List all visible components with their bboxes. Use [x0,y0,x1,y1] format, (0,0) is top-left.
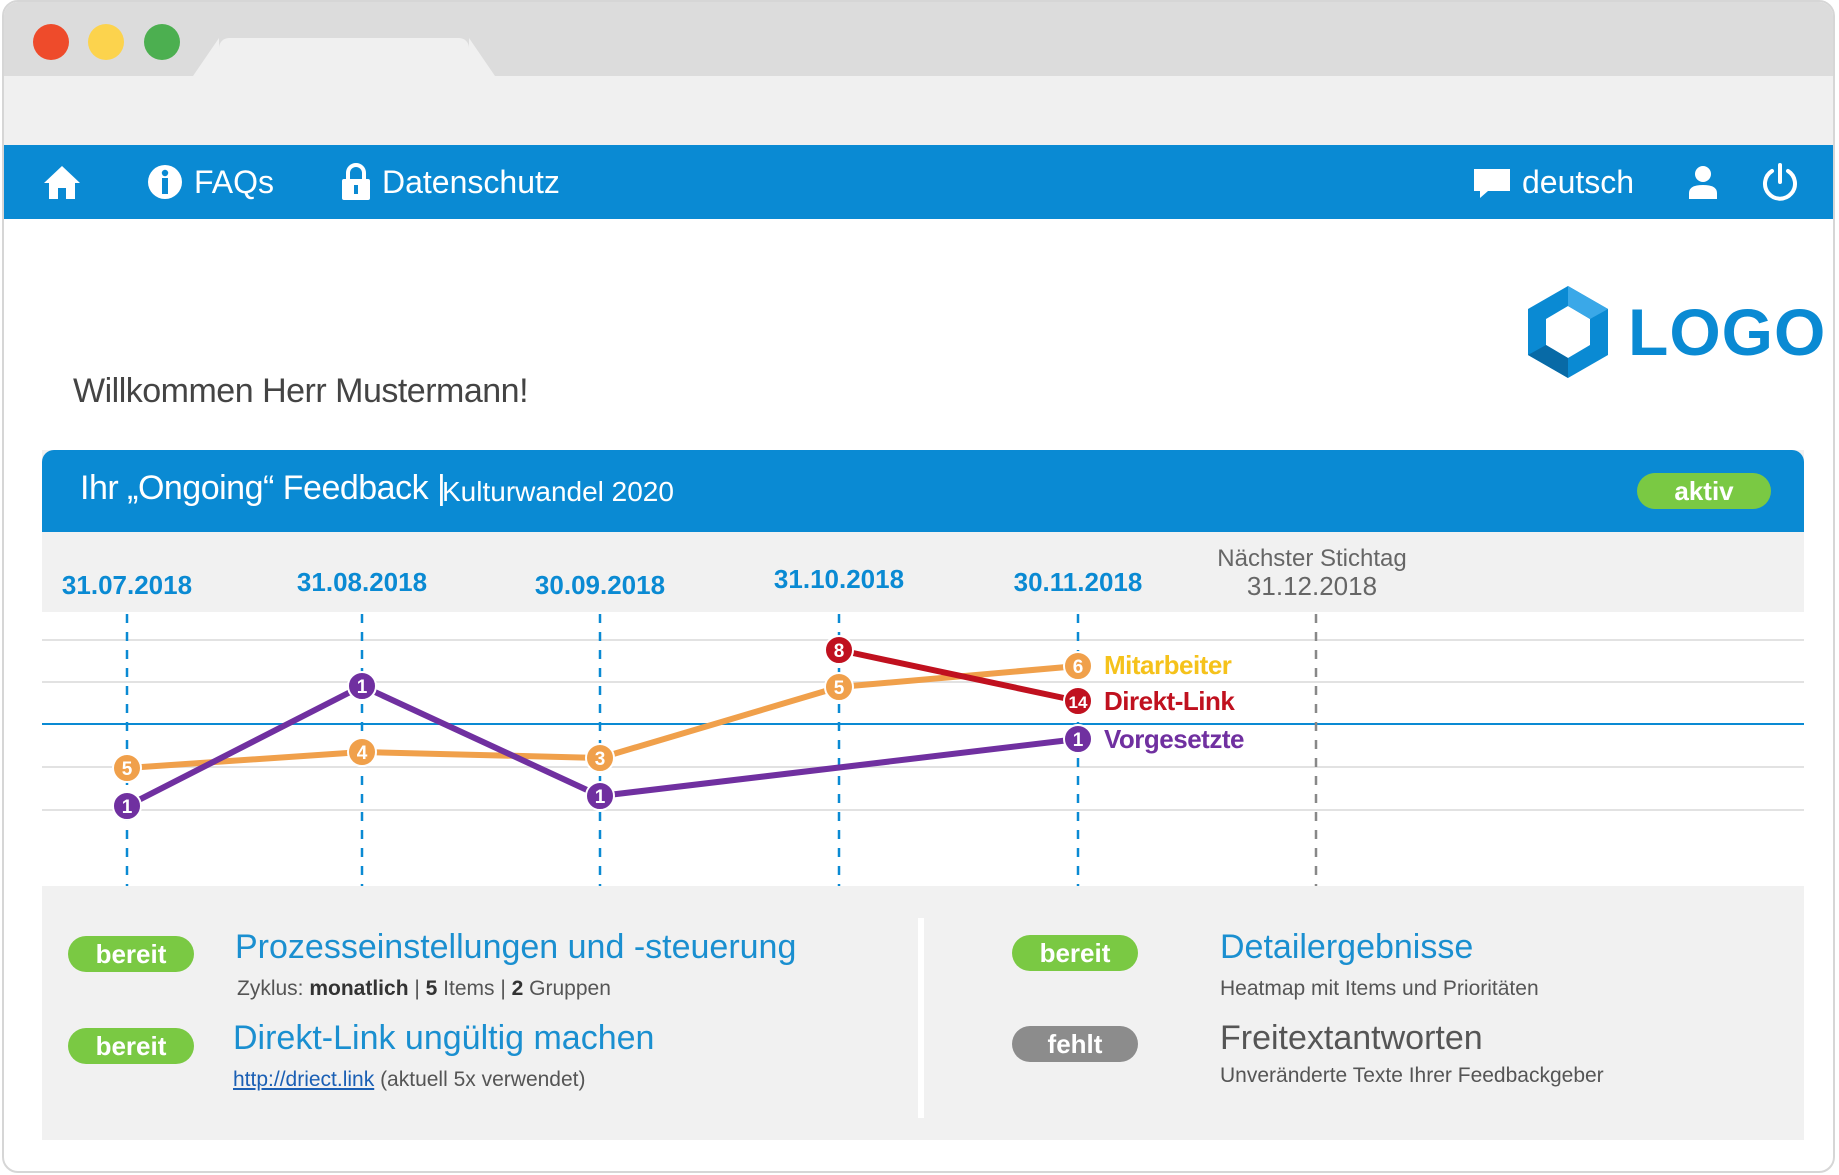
chart-point-value: 1 [122,797,133,818]
status-badge-bereit: bereit [68,1028,194,1064]
chart-point-direkt-link [1063,686,1093,716]
free-text-answers-description: Unveränderte Texte Ihrer Feedbackgeber [1220,1064,1604,1087]
chart-point-value: 1 [357,677,368,698]
direct-link-usage: (aktuell 5x verwendet) [374,1068,586,1091]
status-badge-aktiv: aktiv [1637,473,1771,509]
user-icon [1689,166,1717,199]
chart-date-label: 31.08.2018 [297,567,427,597]
items-count: 5 [425,977,438,1000]
chart-date-label: 30.09.2018 [535,570,665,600]
feedback-timeline-chart: 31.07.2018 31.08.2018 30.09.2018 31.10.2018… [42,532,1804,886]
browser-chrome [4,2,1833,145]
info-icon [148,165,182,199]
separator: | [408,977,426,1000]
feedback-card-header: Ihr „Ongoing“ Feedback | Kulturwandel 20… [42,450,1804,532]
chart-next-deadline-date: 31.12.2018 [1247,571,1377,601]
language-selector[interactable]: deutsch [1472,145,1634,219]
groups-label: Gruppen [523,977,611,1000]
groups-count: 2 [511,977,524,1000]
task-panel: bereit Prozesseinstellungen und -steueru… [42,886,1804,1140]
chart-point-mitarbeiter [347,737,377,767]
window-maximize-button[interactable] [144,24,180,60]
hexagon-logo-icon [1528,286,1608,378]
chart-point-value: 3 [595,749,606,770]
logo-text: LOGO [1628,295,1827,369]
direct-link-details: http://driect.link (aktuell 5x verwendet… [233,1068,586,1092]
chart-point-vorgesetzte [585,781,615,811]
status-badge-bereit: bereit [68,936,194,972]
window-close-button[interactable] [33,24,69,60]
privacy-link[interactable]: Datenschutz [340,145,560,219]
chart-point-vorgesetzte [347,671,377,701]
chart-series-line-vorgesetzte [125,683,1079,809]
chart-series-label: Mitarbeiter [1104,650,1232,680]
cycle-value: monatlich [309,977,409,1000]
home-icon [44,166,80,199]
faq-label: FAQs [194,163,275,200]
detailed-results-link[interactable]: Detailergebnisse [1220,928,1474,966]
browser-tab[interactable] [193,38,495,76]
process-settings-details: Zyklus: monatlich | 5 Items | 2 Gruppen [237,977,611,1001]
chart-point-mitarbeiter [585,743,615,773]
chart-point-value: 1 [1073,730,1084,751]
chart-point-mitarbeiter [824,672,854,702]
feedback-card-subtitle: Kulturwandel 2020 [442,476,674,507]
items-label: Items | [437,977,512,1000]
chart-series-label: Direkt-Link [1104,686,1235,716]
language-label: deutsch [1522,163,1635,200]
chart-series-label: Vorgesetzte [1104,724,1244,754]
lock-icon [342,163,370,200]
chart-point-value: 1 [595,787,606,808]
free-text-answers-title: Freitextantworten [1220,1019,1483,1057]
chart-point-vorgesetzte [112,791,142,821]
chart-point-vorgesetzte [1063,724,1093,754]
welcome-message: Willkommen Herr Mustermann! [73,372,529,410]
chart-point-direkt-link [824,635,854,665]
chart-point-mitarbeiter [1063,651,1093,681]
process-settings-link[interactable]: Prozesseinstellungen und -steuerung [235,928,797,966]
direct-link-url[interactable]: http://driect.link [233,1068,375,1091]
chart-point-value: 5 [122,759,133,780]
chart-next-deadline-label: Nächster Stichtag [1217,545,1406,572]
privacy-label: Datenschutz [382,163,560,200]
chart-svg: 31.07.2018 31.08.2018 30.09.2018 31.10.2018… [42,545,1804,886]
task-divider [918,918,924,1118]
chart-point-value: 14 [1069,693,1088,712]
chart-point-value: 5 [834,678,845,699]
chart-point-mitarbeiter [112,753,142,783]
status-badge-fehlt: fehlt [1012,1026,1138,1062]
detailed-results-description: Heatmap mit Items und Prioritäten [1220,977,1539,1000]
chart-date-label: 31.10.2018 [774,564,904,594]
feedback-card: Ihr „Ongoing“ Feedback | Kulturwandel 20… [42,450,1804,1140]
cycle-label: Zyklus: [237,977,310,1000]
chart-point-value: 4 [357,743,368,764]
company-logo: LOGO [1522,282,1826,382]
chart-series-line-direkt-link [838,647,1079,704]
user-profile-button[interactable] [1687,145,1719,219]
chart-plot-area [42,612,1804,886]
chart-point-value: 8 [834,641,845,662]
home-button[interactable] [42,145,82,219]
chart-date-label: 30.11.2018 [1014,567,1143,597]
chart-point-value: 6 [1073,657,1084,678]
window-minimize-button[interactable] [88,24,124,60]
speech-bubble-icon [1474,169,1510,198]
invalidate-direct-link-link[interactable]: Direkt-Link ungültig machen [233,1019,655,1057]
status-badge-bereit: bereit [1012,935,1138,971]
feedback-card-title: Ihr „Ongoing“ Feedback | [80,469,446,507]
top-navbar: FAQs Datenschutz deutsch [4,145,1833,219]
faq-link[interactable]: FAQs [146,145,274,219]
power-icon [1763,163,1797,201]
logout-button[interactable] [1760,145,1800,219]
chart-date-label: 31.07.2018 [62,570,192,600]
